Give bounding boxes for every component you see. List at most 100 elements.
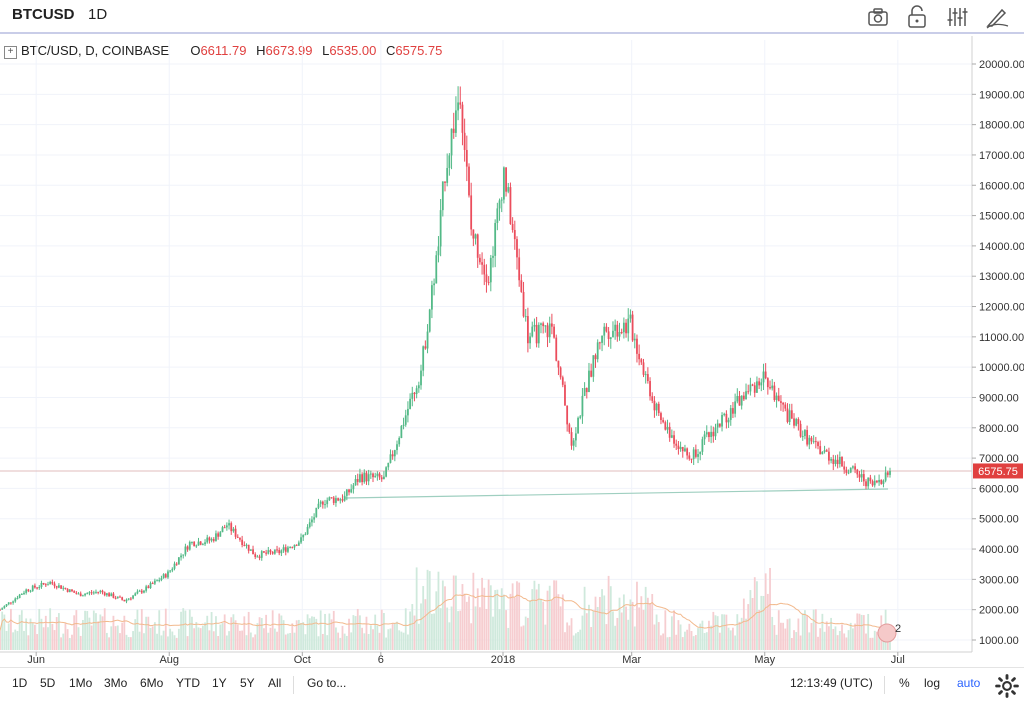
- y-tick-label: 16000.00: [979, 180, 1024, 192]
- volume-bar: [232, 614, 235, 650]
- range-1d[interactable]: 1D: [12, 676, 28, 690]
- volume-bar: [359, 615, 361, 650]
- open-value: 6611.79: [200, 43, 247, 58]
- candle-body: [559, 367, 562, 378]
- candle-body: [444, 181, 446, 183]
- volume-bar: [520, 626, 523, 650]
- percent-toggle[interactable]: %: [899, 676, 910, 690]
- volume-bar: [271, 610, 274, 650]
- candle-body: [300, 537, 302, 543]
- volume-bar: [668, 636, 671, 650]
- last-price-label: 6575.75: [978, 466, 1018, 478]
- volume-bar: [814, 609, 817, 650]
- log-toggle[interactable]: log: [924, 676, 941, 690]
- volume-bar: [847, 630, 850, 650]
- top-toolbar: BTCUSD 1D: [0, 0, 1024, 34]
- volume-bar: [710, 625, 713, 650]
- range-5d[interactable]: 5D: [40, 676, 56, 690]
- candle-body: [618, 332, 621, 337]
- volume-bar: [852, 628, 854, 650]
- timeframe-selector[interactable]: 1D: [88, 6, 108, 23]
- candle-body: [692, 449, 695, 460]
- events-badge[interactable]: 2: [877, 623, 901, 643]
- symbol-name[interactable]: BTCUSD: [12, 6, 75, 23]
- candle-body: [790, 410, 793, 419]
- price-chart[interactable]: 1000.00 2000.00 3000.00 4000.00 5000.00 6000.…: [0, 36, 1024, 666]
- candle-body: [832, 459, 835, 464]
- volume-bar: [55, 617, 58, 650]
- volume-bar: [304, 634, 307, 650]
- volume-bar: [568, 625, 571, 650]
- volume-bar: [681, 637, 684, 650]
- candle-body: [413, 392, 416, 395]
- candle-body: [348, 489, 350, 493]
- candle-body: [40, 582, 43, 588]
- bottom-toolbar: 1D 5D 1Mo 3Mo 6Mo YTD 1Y 5Y All Go to...…: [0, 667, 1024, 703]
- candle-body: [417, 385, 420, 389]
- candle-body: [640, 359, 643, 363]
- volume-bar: [694, 635, 697, 650]
- range-6mo[interactable]: 6Mo: [140, 676, 164, 690]
- settings-gear-icon[interactable]: [994, 673, 1019, 698]
- volume-bar: [677, 620, 680, 650]
- volume-bar: [160, 635, 163, 650]
- range-ytd[interactable]: YTD: [176, 676, 200, 690]
- candle-body: [574, 433, 577, 441]
- candle-body: [583, 388, 586, 396]
- high-value: 6673.99: [265, 43, 313, 58]
- candle-body: [681, 446, 684, 452]
- volume-bar: [734, 635, 737, 650]
- candle-body: [873, 480, 876, 486]
- candle-body: [313, 517, 316, 520]
- volume-bar: [797, 618, 800, 650]
- candle-body: [383, 476, 385, 480]
- volume-bar: [657, 622, 660, 650]
- range-1mo[interactable]: 1Mo: [69, 676, 93, 690]
- volume-bar: [738, 621, 741, 650]
- candle-body: [470, 195, 473, 230]
- drawing-icon[interactable]: [984, 4, 1010, 30]
- candle-body: [498, 200, 501, 209]
- candle-body: [0, 609, 1, 611]
- range-3mo[interactable]: 3Mo: [104, 676, 128, 690]
- goto-button[interactable]: Go to...: [307, 676, 347, 690]
- volume-bar: [420, 603, 422, 650]
- candle-body: [241, 539, 244, 545]
- volume-bar: [354, 616, 357, 650]
- candle-body: [435, 255, 438, 284]
- candle-body: [356, 479, 359, 482]
- candle-body: [655, 403, 658, 411]
- candle-body: [20, 593, 23, 595]
- volume-bar: [596, 606, 599, 650]
- indicators-icon[interactable]: [944, 4, 970, 30]
- candle-body: [836, 459, 839, 465]
- candle-body: [889, 470, 891, 475]
- candle-body: [821, 451, 824, 455]
- candle-body: [723, 413, 726, 416]
- candle-body: [49, 581, 52, 585]
- candle-body: [564, 384, 566, 406]
- volume-bar: [673, 610, 675, 650]
- range-1y[interactable]: 1Y: [212, 676, 227, 690]
- candle-body: [71, 589, 73, 592]
- volume-bar: [14, 629, 17, 650]
- clock-time[interactable]: 12:13:49 (UTC): [790, 676, 873, 690]
- lock-icon[interactable]: [904, 4, 930, 30]
- volume-bar: [749, 590, 752, 650]
- volume-bar: [542, 601, 545, 650]
- auto-toggle[interactable]: auto: [957, 676, 981, 690]
- volume-bar: [516, 581, 518, 650]
- candle-body: [601, 335, 603, 343]
- range-all[interactable]: All: [268, 676, 282, 690]
- range-5y[interactable]: 5Y: [240, 676, 255, 690]
- camera-icon[interactable]: [865, 4, 891, 30]
- candle-body: [738, 395, 741, 406]
- candle-body: [64, 587, 67, 589]
- y-tick-label: 7000.00: [979, 453, 1019, 465]
- candle-body: [428, 309, 431, 332]
- volume-bar: [871, 637, 874, 650]
- volume-bar: [114, 626, 117, 650]
- expand-icon[interactable]: +: [4, 46, 17, 59]
- volume-bar: [424, 599, 427, 650]
- volume-bar: [361, 627, 364, 650]
